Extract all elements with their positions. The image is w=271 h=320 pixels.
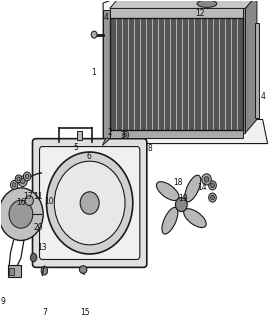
Text: 14: 14 <box>198 183 207 192</box>
Circle shape <box>21 179 25 184</box>
Text: 15: 15 <box>80 308 90 317</box>
Circle shape <box>211 183 214 188</box>
Polygon shape <box>102 138 111 146</box>
Text: 4: 4 <box>103 13 108 22</box>
Text: 18: 18 <box>173 179 183 188</box>
Text: 10: 10 <box>44 197 53 206</box>
Ellipse shape <box>185 175 201 202</box>
Text: 12: 12 <box>195 9 204 18</box>
Polygon shape <box>110 0 257 8</box>
Circle shape <box>80 192 99 214</box>
Circle shape <box>91 31 97 38</box>
Circle shape <box>175 197 187 212</box>
Circle shape <box>23 172 31 181</box>
Bar <box>110 18 243 130</box>
Text: 17: 17 <box>24 192 33 201</box>
Bar <box>110 18 243 130</box>
Ellipse shape <box>79 266 87 274</box>
Text: 2: 2 <box>107 128 112 137</box>
Circle shape <box>15 175 22 183</box>
Text: 4: 4 <box>261 92 266 101</box>
Bar <box>243 8 246 133</box>
Ellipse shape <box>156 182 179 201</box>
Circle shape <box>12 183 16 187</box>
Circle shape <box>202 174 211 185</box>
Circle shape <box>18 176 27 187</box>
Ellipse shape <box>162 207 178 234</box>
Circle shape <box>211 195 214 200</box>
Bar <box>77 131 82 140</box>
Bar <box>255 23 259 118</box>
Circle shape <box>54 161 125 245</box>
Bar <box>103 10 110 138</box>
Ellipse shape <box>197 0 217 7</box>
Circle shape <box>209 181 216 190</box>
Bar <box>9 268 14 275</box>
Text: 11: 11 <box>33 192 43 201</box>
Text: 19: 19 <box>179 194 188 203</box>
Circle shape <box>47 152 133 254</box>
Circle shape <box>9 200 33 228</box>
Text: 1: 1 <box>92 68 96 77</box>
Circle shape <box>17 177 20 181</box>
Text: 7: 7 <box>43 308 47 317</box>
Circle shape <box>25 196 33 205</box>
Ellipse shape <box>41 267 48 275</box>
Text: 6: 6 <box>87 152 92 161</box>
Text: 5: 5 <box>73 143 78 152</box>
Text: 20: 20 <box>33 223 43 232</box>
Circle shape <box>25 174 29 179</box>
FancyBboxPatch shape <box>40 147 140 260</box>
Text: 8: 8 <box>148 144 152 153</box>
FancyBboxPatch shape <box>33 139 147 268</box>
Bar <box>110 130 243 138</box>
Ellipse shape <box>184 209 206 228</box>
Circle shape <box>123 132 129 138</box>
Text: 16: 16 <box>16 197 26 206</box>
Text: 3: 3 <box>121 131 125 140</box>
Circle shape <box>124 133 127 136</box>
Ellipse shape <box>30 253 37 262</box>
Polygon shape <box>246 0 257 133</box>
Polygon shape <box>103 0 121 144</box>
Bar <box>8 265 21 277</box>
Text: 9: 9 <box>1 297 6 306</box>
Text: 13: 13 <box>37 243 47 252</box>
Circle shape <box>11 180 18 189</box>
Circle shape <box>0 188 43 240</box>
Circle shape <box>209 193 216 202</box>
Bar <box>110 8 243 18</box>
Circle shape <box>204 177 209 182</box>
Polygon shape <box>103 119 267 144</box>
